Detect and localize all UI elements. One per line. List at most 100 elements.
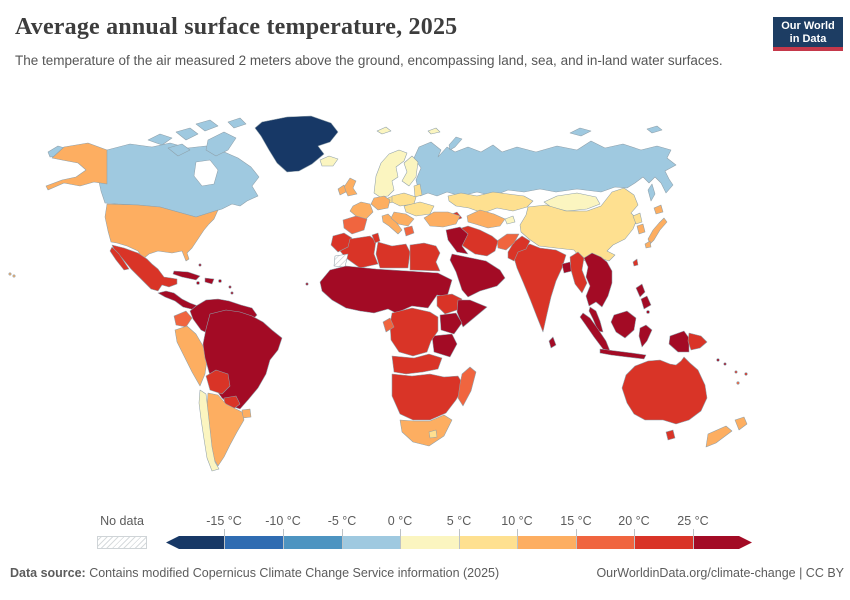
country-angola-zambia[interactable] <box>391 353 443 375</box>
country-philippines-visayas[interactable] <box>646 310 650 314</box>
country-hispaniola[interactable] <box>204 277 215 285</box>
country-italy[interactable] <box>381 213 403 235</box>
country-lesser-antilles-2[interactable] <box>230 291 234 295</box>
country-bahamas[interactable] <box>198 263 202 267</box>
owid-link[interactable]: OurWorldinData.org/climate-change | CC B… <box>596 566 844 580</box>
country-philippines-luzon[interactable] <box>635 283 646 298</box>
country-indonesia-borneo[interactable] <box>610 310 637 339</box>
country-ukraine[interactable] <box>403 201 435 217</box>
country-hawaii-2[interactable] <box>12 274 16 278</box>
country-tunisia[interactable] <box>371 232 381 244</box>
country-russia-new-siberian[interactable] <box>646 125 663 134</box>
country-solomon-islands-1[interactable] <box>716 358 720 362</box>
legend-bin-below-minus15[interactable] <box>166 536 224 549</box>
legend-bin-minus5[interactable] <box>342 536 400 549</box>
country-cuba[interactable] <box>172 270 201 281</box>
country-canada-baffin[interactable] <box>205 131 237 157</box>
country-baltics[interactable] <box>413 183 423 198</box>
country-russia-severnaya[interactable] <box>569 127 592 137</box>
country-japan-honshu[interactable] <box>647 217 668 245</box>
country-iceland[interactable] <box>319 155 339 167</box>
country-chile[interactable] <box>198 389 220 472</box>
legend-color-bar[interactable] <box>166 536 752 549</box>
country-taiwan[interactable] <box>632 258 639 267</box>
legend-bin-minus10[interactable] <box>283 536 342 549</box>
country-russia[interactable] <box>413 140 677 197</box>
country-indonesia-sulawesi[interactable] <box>638 324 653 348</box>
country-malaysia[interactable] <box>588 306 604 333</box>
country-myanmar[interactable] <box>569 251 588 294</box>
country-canada-island-5[interactable] <box>195 119 219 132</box>
country-south-africa[interactable] <box>399 414 453 447</box>
country-mexico[interactable] <box>111 244 178 292</box>
country-new-zealand-north[interactable] <box>734 416 748 431</box>
country-ecuador[interactable] <box>173 310 193 328</box>
country-syria-iraq[interactable] <box>445 226 469 255</box>
country-svalbard[interactable] <box>376 126 392 135</box>
country-puerto-rico[interactable] <box>218 279 222 283</box>
country-ireland[interactable] <box>337 184 347 196</box>
country-lesotho[interactable] <box>428 429 438 439</box>
country-alaska[interactable] <box>45 142 108 191</box>
country-china[interactable] <box>519 187 639 264</box>
country-new-caledonia[interactable] <box>736 381 740 385</box>
country-afghanistan[interactable] <box>496 233 520 251</box>
legend-bin-5[interactable] <box>459 536 517 549</box>
country-france[interactable] <box>349 201 374 220</box>
legend-bin-above-25[interactable] <box>693 536 752 549</box>
country-somalia[interactable] <box>456 299 488 328</box>
legend-no-data-swatch[interactable] <box>97 536 147 549</box>
country-australia[interactable] <box>621 356 708 425</box>
owid-logo[interactable]: Our World in Data <box>773 17 843 51</box>
country-libya[interactable] <box>375 241 411 269</box>
country-japan-hokkaido[interactable] <box>653 204 664 215</box>
country-canada-island-2[interactable] <box>175 127 199 141</box>
legend-bin-10[interactable] <box>517 536 576 549</box>
country-greenland[interactable] <box>254 115 339 173</box>
country-drc-central-africa[interactable] <box>389 307 439 357</box>
country-indochina[interactable] <box>583 252 613 308</box>
country-solomon-islands-2[interactable] <box>723 362 727 366</box>
country-gabon[interactable] <box>382 317 395 333</box>
country-fiji[interactable] <box>744 372 748 376</box>
country-egypt[interactable] <box>409 242 441 272</box>
country-bolivia[interactable] <box>205 369 231 395</box>
country-north-korea[interactable] <box>632 212 643 225</box>
country-canada-island-3[interactable] <box>167 143 191 157</box>
legend-bin-15[interactable] <box>576 536 634 549</box>
country-southern-africa[interactable] <box>391 373 465 421</box>
country-lesser-antilles-1[interactable] <box>228 285 232 289</box>
country-germany-central-europe[interactable] <box>370 195 391 211</box>
legend-bin-minus15[interactable] <box>224 536 283 549</box>
country-kenya[interactable] <box>439 312 463 335</box>
country-mexico-baja[interactable] <box>109 246 130 271</box>
country-greece[interactable] <box>403 225 415 237</box>
country-usa[interactable] <box>104 203 219 262</box>
country-russia-novaya-zemlya[interactable] <box>448 136 463 151</box>
country-indonesia-java[interactable] <box>599 348 647 360</box>
country-sahel-west-africa-sudan[interactable] <box>319 265 453 314</box>
country-algeria[interactable] <box>339 235 379 269</box>
country-peru[interactable] <box>174 325 208 387</box>
country-hawaii-1[interactable] <box>8 272 12 276</box>
country-japan-kyushu[interactable] <box>644 240 652 249</box>
legend-bin-0[interactable] <box>400 536 459 549</box>
country-svalbard-east[interactable] <box>427 127 441 135</box>
country-madagascar[interactable] <box>457 366 477 407</box>
country-balkans[interactable] <box>390 211 415 227</box>
country-cape-verde[interactable] <box>305 282 309 286</box>
country-australia-tasmania[interactable] <box>665 429 676 441</box>
country-norway-sweden[interactable] <box>373 149 408 198</box>
country-vanuatu[interactable] <box>734 370 738 374</box>
country-western-sahara[interactable] <box>333 253 349 268</box>
country-west-new-guinea[interactable] <box>668 330 690 353</box>
legend-bin-20[interactable] <box>634 536 693 549</box>
country-canada-island-6[interactable] <box>227 117 247 129</box>
country-kyrgyzstan[interactable] <box>504 215 516 225</box>
country-south-korea[interactable] <box>636 223 646 235</box>
country-russia-sakhalin[interactable] <box>647 183 656 202</box>
country-jamaica[interactable] <box>196 281 200 285</box>
country-tanzania[interactable] <box>431 333 458 358</box>
country-india[interactable] <box>513 243 567 333</box>
